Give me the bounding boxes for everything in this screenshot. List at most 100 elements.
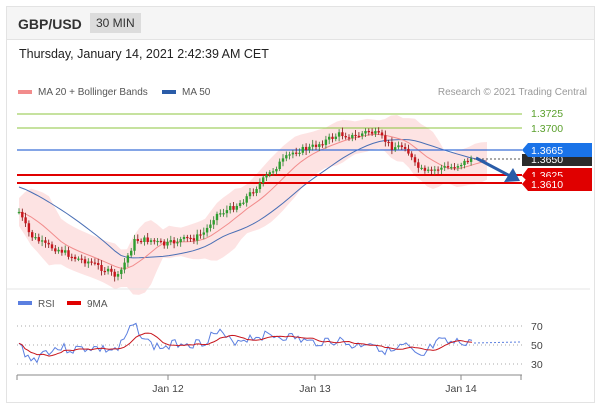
candle-body — [433, 169, 436, 171]
candle-body — [205, 227, 209, 233]
candle-body — [80, 258, 83, 260]
candle-body — [40, 240, 44, 242]
candle-body — [268, 172, 271, 176]
x-label-jan14: Jan 14 — [445, 383, 477, 395]
candle-body — [192, 238, 196, 241]
candle-body — [440, 167, 443, 170]
candle-body — [103, 270, 106, 273]
candle-body — [235, 205, 238, 210]
candle-body — [24, 217, 27, 224]
candle-body — [390, 141, 394, 150]
candle-body — [374, 131, 377, 134]
resistance-1-label: 1.3700 — [531, 123, 563, 135]
candle-body — [225, 210, 229, 214]
candle-body — [450, 167, 453, 169]
support-2-label: 1.3610 — [531, 179, 563, 191]
candle-body — [100, 264, 103, 271]
candle-body — [304, 146, 308, 151]
rsi-tick-70: 70 — [531, 321, 543, 333]
candle-body — [413, 157, 417, 163]
candle-body — [384, 135, 387, 142]
credit-text: Research © 2021 Trading Central — [438, 87, 587, 98]
candle-body — [17, 211, 21, 214]
rsi-ma-legend-swatch — [67, 301, 81, 305]
candle-body — [308, 146, 311, 151]
rsi-tick-30: 30 — [531, 359, 543, 371]
candle-body — [106, 268, 110, 272]
candle-body — [93, 262, 97, 264]
rsi-legend-swatch — [18, 301, 32, 305]
candle-body — [288, 154, 291, 156]
candle-body — [407, 148, 410, 154]
candle-body — [83, 259, 87, 264]
candle-body — [443, 166, 446, 168]
price-tag — [522, 143, 592, 157]
candle-body — [199, 234, 202, 236]
candle-body — [159, 240, 163, 243]
candle-body — [367, 131, 370, 133]
x-label-jan12: Jan 12 — [152, 383, 184, 395]
candle-body — [291, 152, 295, 155]
candle-body — [44, 240, 47, 243]
candle-body — [453, 167, 456, 169]
candle-body — [377, 131, 380, 133]
candle-body — [466, 160, 469, 163]
candle-body — [344, 136, 347, 138]
candlesticks — [17, 127, 473, 282]
candle-body — [176, 242, 179, 244]
candle-body — [219, 213, 222, 215]
rsi-ma-legend-label: 9MA — [87, 299, 108, 310]
candle-body — [318, 144, 321, 147]
candle-body — [248, 192, 252, 197]
candle-body — [47, 242, 50, 245]
datetime-text: Thursday, January 14, 2021 2:42:39 AM CE… — [19, 47, 269, 61]
candle-body — [417, 162, 420, 168]
candle-body — [436, 169, 440, 171]
candle-body — [337, 132, 341, 137]
rsi-tick-50: 50 — [531, 340, 543, 352]
candle-body — [357, 135, 361, 138]
candle-body — [242, 202, 245, 204]
candle-body — [77, 258, 80, 260]
candle-body — [27, 223, 31, 233]
ma50-legend-label: MA 50 — [182, 87, 211, 98]
candle-body — [446, 166, 450, 168]
candle-body — [212, 220, 215, 225]
candle-body — [423, 167, 427, 171]
candle-body — [380, 132, 384, 136]
candle-body — [314, 144, 318, 147]
candle-body — [87, 261, 90, 264]
candle-body — [321, 144, 324, 146]
rsi-ma-line — [18, 332, 473, 357]
support-2-tag — [522, 177, 592, 191]
candle-body — [364, 131, 367, 134]
candle-body — [311, 144, 314, 147]
candle-body — [275, 169, 278, 172]
candle-body — [354, 134, 357, 137]
candle-body — [123, 262, 126, 270]
x-label-jan13: Jan 13 — [299, 383, 331, 395]
candle-body — [189, 237, 192, 240]
candle-body — [430, 169, 433, 171]
candle-body — [156, 240, 159, 243]
candle-body — [60, 249, 64, 253]
candle-body — [169, 240, 172, 242]
candle-body — [116, 274, 120, 277]
candle-body — [153, 240, 156, 242]
candle-body — [166, 241, 169, 246]
candle-body — [149, 240, 153, 242]
candle-body — [341, 132, 344, 137]
candle-body — [334, 136, 337, 139]
candle-body — [179, 239, 182, 243]
candle-body — [34, 237, 37, 239]
timeframe-badge[interactable]: 30 MIN — [90, 13, 141, 33]
candle-body — [182, 236, 186, 240]
candle-body — [238, 203, 242, 206]
candle-body — [400, 145, 403, 148]
candle-body — [73, 256, 77, 259]
candle-body — [229, 206, 232, 211]
candle-body — [215, 213, 219, 221]
candle-body — [456, 166, 460, 168]
candle-body — [252, 192, 255, 194]
